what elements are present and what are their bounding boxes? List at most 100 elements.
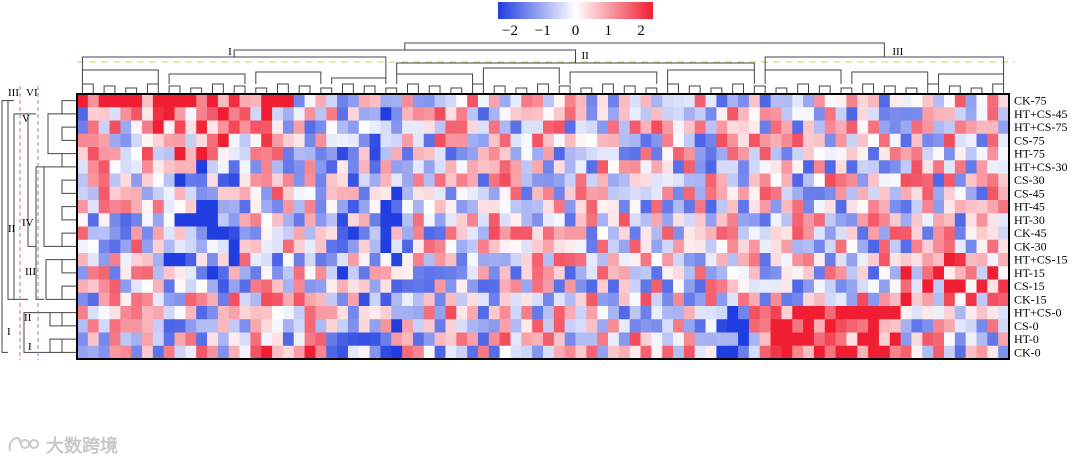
heatmap-cell [445,332,457,347]
heatmap-cell [98,173,110,188]
heatmap-cell [174,173,186,188]
heatmap-cell [532,306,544,320]
heatmap-cell [543,160,555,174]
heatmap-cell [878,266,891,280]
heatmap-cell [315,120,327,135]
heatmap-cell [87,239,100,254]
heatmap-cell [87,120,100,135]
dendro-branch [493,85,506,94]
row-label: HT+CS-45 [1014,107,1067,121]
heatmap-cell [976,200,988,214]
dendro-branch [255,71,322,84]
heatmap-cell [142,239,154,254]
heatmap-cell [98,332,110,347]
heatmap-cell [217,107,230,121]
heatmap-cell [152,133,165,148]
heatmap-cell [456,94,468,108]
heatmap-cell [293,94,305,108]
heatmap-cell [889,94,902,108]
heatmap-cell [846,160,858,174]
heatmap-cell [217,200,230,214]
heatmap-cell [152,107,165,121]
heatmap-cell [868,173,880,188]
heatmap-cell [597,147,609,161]
heatmap-cell [673,226,685,241]
colorbar-tick: 2 [637,23,645,39]
dendro-branch [81,83,94,94]
heatmap-cell [586,332,598,347]
heatmap-cell [748,319,761,333]
heatmap-cell [250,133,262,148]
heatmap-cell [987,239,999,254]
heatmap-cell [445,107,457,121]
dendro-branch [61,338,77,353]
heatmap-cell [532,200,544,214]
heatmap-cell [532,94,544,108]
heatmap-cell [272,226,284,241]
heatmap-cell [673,239,685,254]
dendro-branch [862,83,875,94]
heatmap-cell [272,239,284,254]
heatmap-cell [673,160,685,174]
heatmap-cell [521,332,533,347]
heatmap-cell [651,147,663,161]
heatmap-cell [922,306,934,320]
heatmap-cell [499,345,511,360]
heatmap-cell [456,147,468,161]
heatmap-cell [976,133,988,148]
heatmap-cell [738,186,750,201]
heatmap-cell [943,279,956,294]
heatmap-cell [813,173,826,188]
heatmap-cell [326,266,338,280]
row-label: CS-75 [1014,133,1045,147]
heatmap-cell [228,160,240,174]
heatmap-cell [391,253,403,267]
heatmap-cell [131,226,143,241]
heatmap-cell [532,319,544,333]
heatmap-cell [120,107,132,121]
heatmap-cell [705,292,717,307]
heatmap-cell [423,213,436,227]
heatmap-cell [423,120,436,135]
heatmap-cell [261,226,273,241]
heatmap-cell [738,292,750,307]
heatmap-cell [759,345,771,360]
heatmap-cell [998,200,1010,214]
dendro-branch [948,85,961,94]
heatmap-cell [543,147,555,161]
heatmap-cell [575,186,587,201]
heatmap-cell [922,133,934,148]
heatmap-cell [954,94,967,108]
heatmap-cell [163,279,175,294]
heatmap-frame [76,93,1010,360]
heatmap-cell [87,94,100,108]
heatmap-cell [261,345,273,360]
heatmap-cell [109,345,121,360]
heatmap-cell [640,319,652,333]
heatmap-cell [662,107,674,121]
heatmap-cell [185,186,197,201]
heatmap-cell [358,226,371,241]
heatmap-cell [998,239,1010,254]
heatmap-cell [239,213,251,227]
heatmap-cell [369,133,381,148]
heatmap-cell [575,160,587,174]
heatmap-cell [467,173,479,188]
heatmap-cell [748,200,761,214]
heatmap-cell [716,133,728,148]
heatmap-cell [391,200,403,214]
heatmap-cell [553,186,566,201]
heatmap-cell [933,266,945,280]
heatmap-cell [857,345,869,360]
heatmap-cell [618,332,631,347]
heatmap-cell [608,160,620,174]
heatmap-cell [456,160,468,174]
heatmap-cell [174,200,186,214]
heatmap-cell [943,319,956,333]
heatmap-cell [987,345,999,360]
heatmap-cell [597,345,609,360]
heatmap-cell [781,332,793,347]
heatmap-cell [673,94,685,108]
heatmap-cell [748,253,761,267]
heatmap-cell [748,94,761,108]
